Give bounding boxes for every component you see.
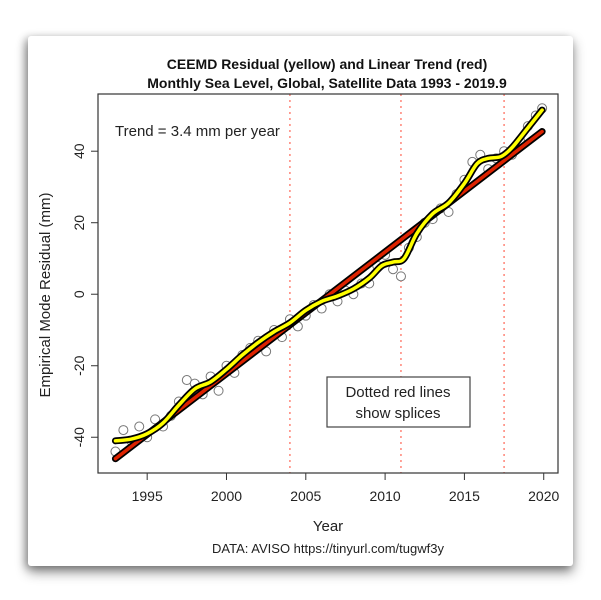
chart-subtitle: Monthly Sea Level, Global, Satellite Dat… bbox=[147, 75, 507, 91]
x-tick-label: 2005 bbox=[290, 488, 321, 504]
chart-card bbox=[28, 36, 573, 566]
data-point bbox=[150, 414, 161, 425]
data-point bbox=[134, 421, 145, 432]
data-point bbox=[118, 425, 129, 436]
y-tick-label: 40 bbox=[71, 143, 87, 159]
source-note: DATA: AVISO https://tinyurl.com/tugwf3y bbox=[212, 541, 444, 556]
data-point bbox=[213, 385, 224, 396]
residual-line bbox=[113, 108, 544, 443]
chart-title: CEEMD Residual (yellow) and Linear Trend… bbox=[167, 56, 488, 72]
y-tick-label: 0 bbox=[71, 290, 87, 298]
x-tick-label: 2020 bbox=[528, 488, 559, 504]
trend-annotation: Trend = 3.4 mm per year bbox=[115, 123, 280, 140]
x-axis-label: Year bbox=[313, 518, 343, 535]
trend-series bbox=[111, 128, 546, 463]
y-axis-label: Empirical Mode Residual (mm) bbox=[37, 192, 54, 397]
x-tick-label: 2000 bbox=[211, 488, 242, 504]
y-tick-label: -40 bbox=[71, 427, 87, 447]
residual-series bbox=[111, 106, 546, 445]
x-tick-label: 2010 bbox=[370, 488, 401, 504]
y-axis: -40 -20 0 20 40 bbox=[71, 143, 98, 447]
x-tick-label: 1995 bbox=[132, 488, 163, 504]
splice-note-box bbox=[326, 376, 471, 428]
x-axis: 1995 2000 2005 2010 2015 2020 bbox=[132, 473, 560, 504]
y-tick-label: 20 bbox=[71, 215, 87, 231]
trend-line bbox=[113, 129, 544, 461]
x-tick-label: 2015 bbox=[449, 488, 480, 504]
data-point bbox=[395, 271, 406, 282]
splice-note-line-2: show splices bbox=[355, 405, 440, 422]
plot-frame bbox=[97, 93, 559, 474]
splice-note-line-1: Dotted red lines bbox=[345, 384, 450, 401]
y-tick-label: -20 bbox=[71, 355, 87, 375]
